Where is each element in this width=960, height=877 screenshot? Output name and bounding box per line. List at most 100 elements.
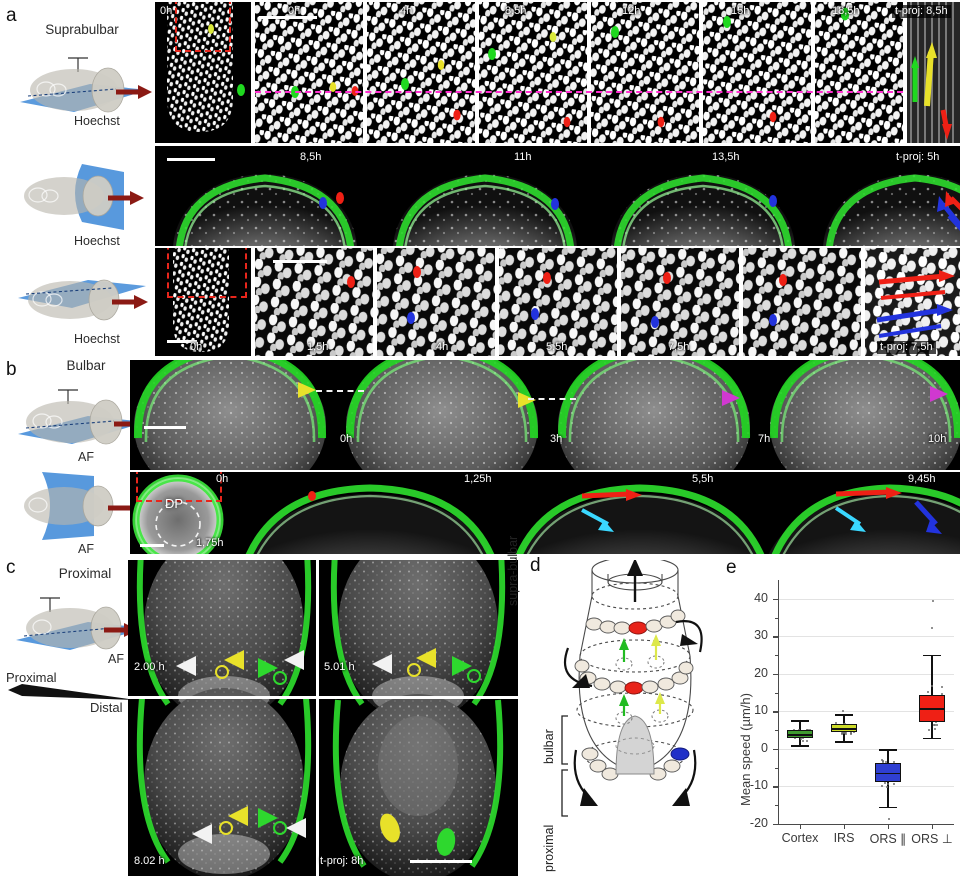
y-tick-label: 30: [726, 628, 768, 642]
scale-bar-b1: [144, 426, 186, 429]
data-point: [886, 786, 888, 788]
panel-a-row1-micrograph-strip: [155, 2, 960, 143]
scale-bar-b2: [140, 544, 164, 547]
schematic-longitudinal-2: Hoechst: [12, 258, 152, 354]
outlier-point: [931, 627, 933, 629]
data-point: [845, 733, 847, 735]
panel-b-row1-micrograph-strip: [130, 360, 960, 470]
data-point: [893, 783, 895, 785]
timestamp-b2-0: 0h: [216, 474, 228, 485]
reference-line-a1: [255, 91, 903, 93]
timestamp-b1-1: 3h: [550, 434, 562, 445]
timestamp-a3-2: 4h: [436, 342, 448, 353]
data-point: [806, 740, 808, 742]
median-line: [831, 728, 857, 730]
schematic-stain-hoechst-3: Hoechst: [74, 332, 120, 346]
y-tick-label: -20: [726, 816, 768, 830]
timestamp-a3-4: 7,5h: [668, 342, 689, 353]
x-tick: [932, 824, 933, 829]
axis-label-proximal: Proximal: [6, 670, 57, 685]
data-point: [927, 691, 929, 693]
timestamp-c-0: 2.00 h: [134, 662, 165, 673]
whisker-cap: [835, 741, 853, 742]
data-point: [931, 685, 933, 687]
whisker-cap: [879, 807, 897, 808]
y-tick-label: 20: [726, 666, 768, 680]
panel-c-micrograph-grid: [128, 560, 518, 876]
data-point: [928, 729, 930, 731]
panel-b-row2-micrograph-strip: [130, 472, 960, 554]
x-axis: [778, 824, 954, 825]
mean-speed-boxplot: Mean speed (µm/h) -20 -10 0 10 20 30 40 Cortex I…: [726, 566, 958, 866]
region-label-supra-bulbar: supra-bulbar: [506, 536, 520, 606]
timestamp-a1-3: 8,5h: [505, 6, 526, 17]
axis-label-distal: Distal: [90, 700, 123, 715]
panel-a-roi-box: [175, 2, 231, 52]
timestamp-b2-2: 5,5h: [692, 474, 713, 485]
schematic-stain-af-1: AF: [78, 450, 94, 464]
timestamp-a1-1: 0h: [288, 6, 300, 17]
timestamp-a1-6: 18,5h: [832, 6, 860, 17]
timestamp-a2-0: 8,5h: [300, 152, 321, 163]
whisker-cap: [923, 738, 941, 739]
data-point: [802, 740, 804, 742]
outlier-point: [842, 710, 844, 712]
timestamp-a3-0: 0h: [190, 342, 202, 353]
timestamp-c-1: 5.01 h: [324, 662, 355, 673]
timestamp-b-inset: 1,75h: [196, 538, 224, 549]
region-label-proximal: proximal: [542, 825, 556, 872]
timestamp-b2-3: 9,45h: [908, 474, 936, 485]
data-point: [936, 724, 938, 726]
timestamp-b1-3: 10h: [928, 434, 946, 445]
scale-bar-a2: [167, 158, 215, 161]
schematic-stain-af-3: AF: [108, 652, 124, 666]
timestamp-a1-tproj: t-proj: 8,5h: [892, 5, 951, 18]
timestamp-b1-2: 7h: [758, 434, 770, 445]
y-tick-label: 40: [726, 591, 768, 605]
x-tick-label: ORS ⊥: [896, 831, 960, 846]
x-tick: [888, 824, 889, 829]
timestamp-a1-4: 12h: [622, 6, 640, 17]
gridline: [778, 786, 954, 787]
timestamp-a1-0: 0h: [160, 6, 172, 17]
y-tick-label: 0: [726, 741, 768, 755]
region-label-bulbar: bulbar: [542, 729, 556, 764]
timestamp-b2-1: 1,25h: [464, 474, 492, 485]
scale-bar-c: [410, 860, 472, 863]
panel-d-follicle-diagram: supra-bulbar bulbar proximal: [528, 560, 724, 876]
whisker-cap: [879, 749, 897, 750]
data-point: [794, 737, 796, 739]
schematic-stain-hoechst-1: Hoechst: [74, 114, 120, 128]
gridline: [778, 636, 954, 637]
schematic-suprabulbar-longitudinal: Suprabulbar Hoechst: [12, 22, 152, 132]
timestamp-a2-1: 11h: [514, 152, 532, 163]
panel-a-row2-micrograph-strip: [155, 146, 960, 246]
schematic-stain-af-2: AF: [78, 542, 94, 556]
whisker-cap: [791, 720, 809, 721]
outlier-point: [888, 818, 890, 820]
gridline: [778, 749, 954, 750]
whisker-cap: [835, 714, 853, 715]
reference-line-b2: [528, 398, 576, 400]
data-point: [934, 728, 936, 730]
data-point: [884, 782, 886, 784]
median-line: [919, 708, 945, 710]
median-line: [787, 734, 813, 736]
outlier-point: [932, 600, 934, 602]
data-point: [941, 686, 943, 688]
timestamp-a3-1: 1,5h: [307, 342, 328, 353]
annotation-dp: DP: [165, 496, 183, 511]
whisker-cap: [923, 655, 941, 656]
timestamp-a1-2: 4h: [400, 6, 412, 17]
scale-bar-a3: [273, 260, 327, 263]
y-tick-label: 10: [726, 703, 768, 717]
median-line: [875, 773, 901, 775]
y-axis: [778, 580, 779, 824]
panel-a-roi-box-2: [167, 248, 247, 298]
gridline: [778, 599, 954, 600]
x-tick: [844, 824, 845, 829]
timestamp-a2-tproj: t-proj: 5h: [896, 152, 939, 163]
y-tick-label: -10: [726, 778, 768, 792]
timestamp-a3-tproj: t-proj: 7,5h: [877, 341, 936, 354]
panel-a-row3-micrograph-strip: [155, 248, 960, 356]
